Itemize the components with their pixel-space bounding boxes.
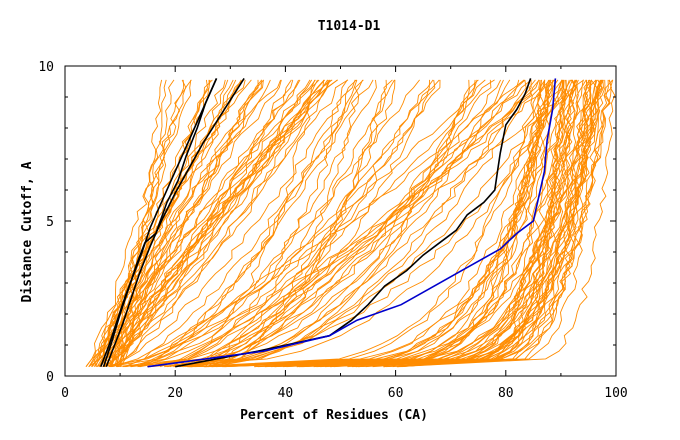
model-curve [215,79,603,368]
model-curve [213,79,527,368]
model-curve [357,79,567,368]
black-highlight-curve [105,77,245,367]
model-curve [211,79,546,368]
model-curve [139,79,320,368]
model-curve [207,79,395,368]
model-curve [167,79,492,368]
model-curve [93,79,282,367]
model-curve [191,79,387,368]
x-tick-label: 80 [498,386,514,401]
model-curve [189,79,504,368]
chart-title: T1014-D1 [318,19,381,34]
model-curve [137,79,374,368]
model-curve [115,79,328,368]
highlight-curves [100,77,557,368]
x-tick-label: 100 [604,386,627,401]
model-curve [111,79,349,368]
model-curve [296,79,572,368]
model-curve [274,79,604,368]
model-curve [102,79,192,367]
model-curve [302,79,577,368]
model-curve [188,79,536,368]
black-highlight-curve [175,78,532,368]
model-curve [125,79,377,368]
y-tick-label: 5 [46,215,54,230]
model-curve [173,79,476,368]
model-curve [190,79,542,368]
x-tick-label: 0 [61,386,69,401]
background-model-curves [85,79,616,368]
model-curve [401,79,592,368]
model-curve [223,79,606,368]
model-curve [386,79,613,368]
model-curve [299,79,587,368]
model-curve [183,79,520,368]
x-tick-label: 20 [167,386,183,401]
model-curve [372,79,611,368]
model-curve [398,79,604,368]
model-curve [186,79,542,368]
model-curve [100,79,264,367]
x-axis-label: Percent of Residues (CA) [240,408,428,423]
model-curve [265,79,602,368]
x-tick-label: 60 [388,386,404,401]
model-curve [270,79,568,368]
model-curve [108,79,292,367]
model-curve [320,79,604,368]
model-curve [105,79,331,367]
model-curve [124,79,364,368]
model-curve [164,79,564,368]
model-curve [108,79,434,368]
model-curve [116,79,175,367]
model-curve [206,79,396,368]
model-curve [109,79,326,367]
model-curve [399,79,612,368]
model-curve [122,79,479,368]
model-curve [203,79,573,368]
model-curve [88,79,185,367]
y-axis-ticks: 0 5 10 [38,60,616,385]
model-curve [347,79,598,368]
model-curve [108,79,356,368]
model-curve [159,79,585,368]
model-curve [333,79,601,368]
model-curve [210,79,364,368]
model-curve [139,79,420,368]
model-curve [204,79,565,368]
model-curve [330,79,592,368]
model-curve [397,79,616,368]
model-curve [150,79,570,368]
y-axis-label: Distance Cutoff, A [20,161,35,302]
model-curve [211,79,550,368]
model-curve [282,79,553,368]
model-curve [208,79,546,368]
model-curve [189,79,603,368]
model-curve [105,79,311,368]
model-curve [355,79,579,368]
model-curve [183,79,511,368]
model-curve [204,79,441,368]
model-curve [181,79,526,368]
model-curve [109,79,316,367]
model-curve [99,79,229,367]
model-curve [179,79,470,368]
model-curve [358,79,613,368]
model-curve [109,79,551,368]
model-curve [130,79,348,368]
model-curve [137,79,540,368]
y-tick-label: 0 [46,370,54,385]
model-curve [257,79,565,368]
model-curve [117,79,163,367]
model-curve [313,79,579,368]
blue-highlight-curve [147,78,557,368]
model-curve [190,79,577,368]
x-axis-ticks: 0 20 40 60 80 100 [61,66,628,401]
black-highlight-curve [100,78,218,367]
y-tick-label: 10 [38,60,54,75]
x-tick-label: 40 [278,386,294,401]
model-curve [130,79,430,368]
